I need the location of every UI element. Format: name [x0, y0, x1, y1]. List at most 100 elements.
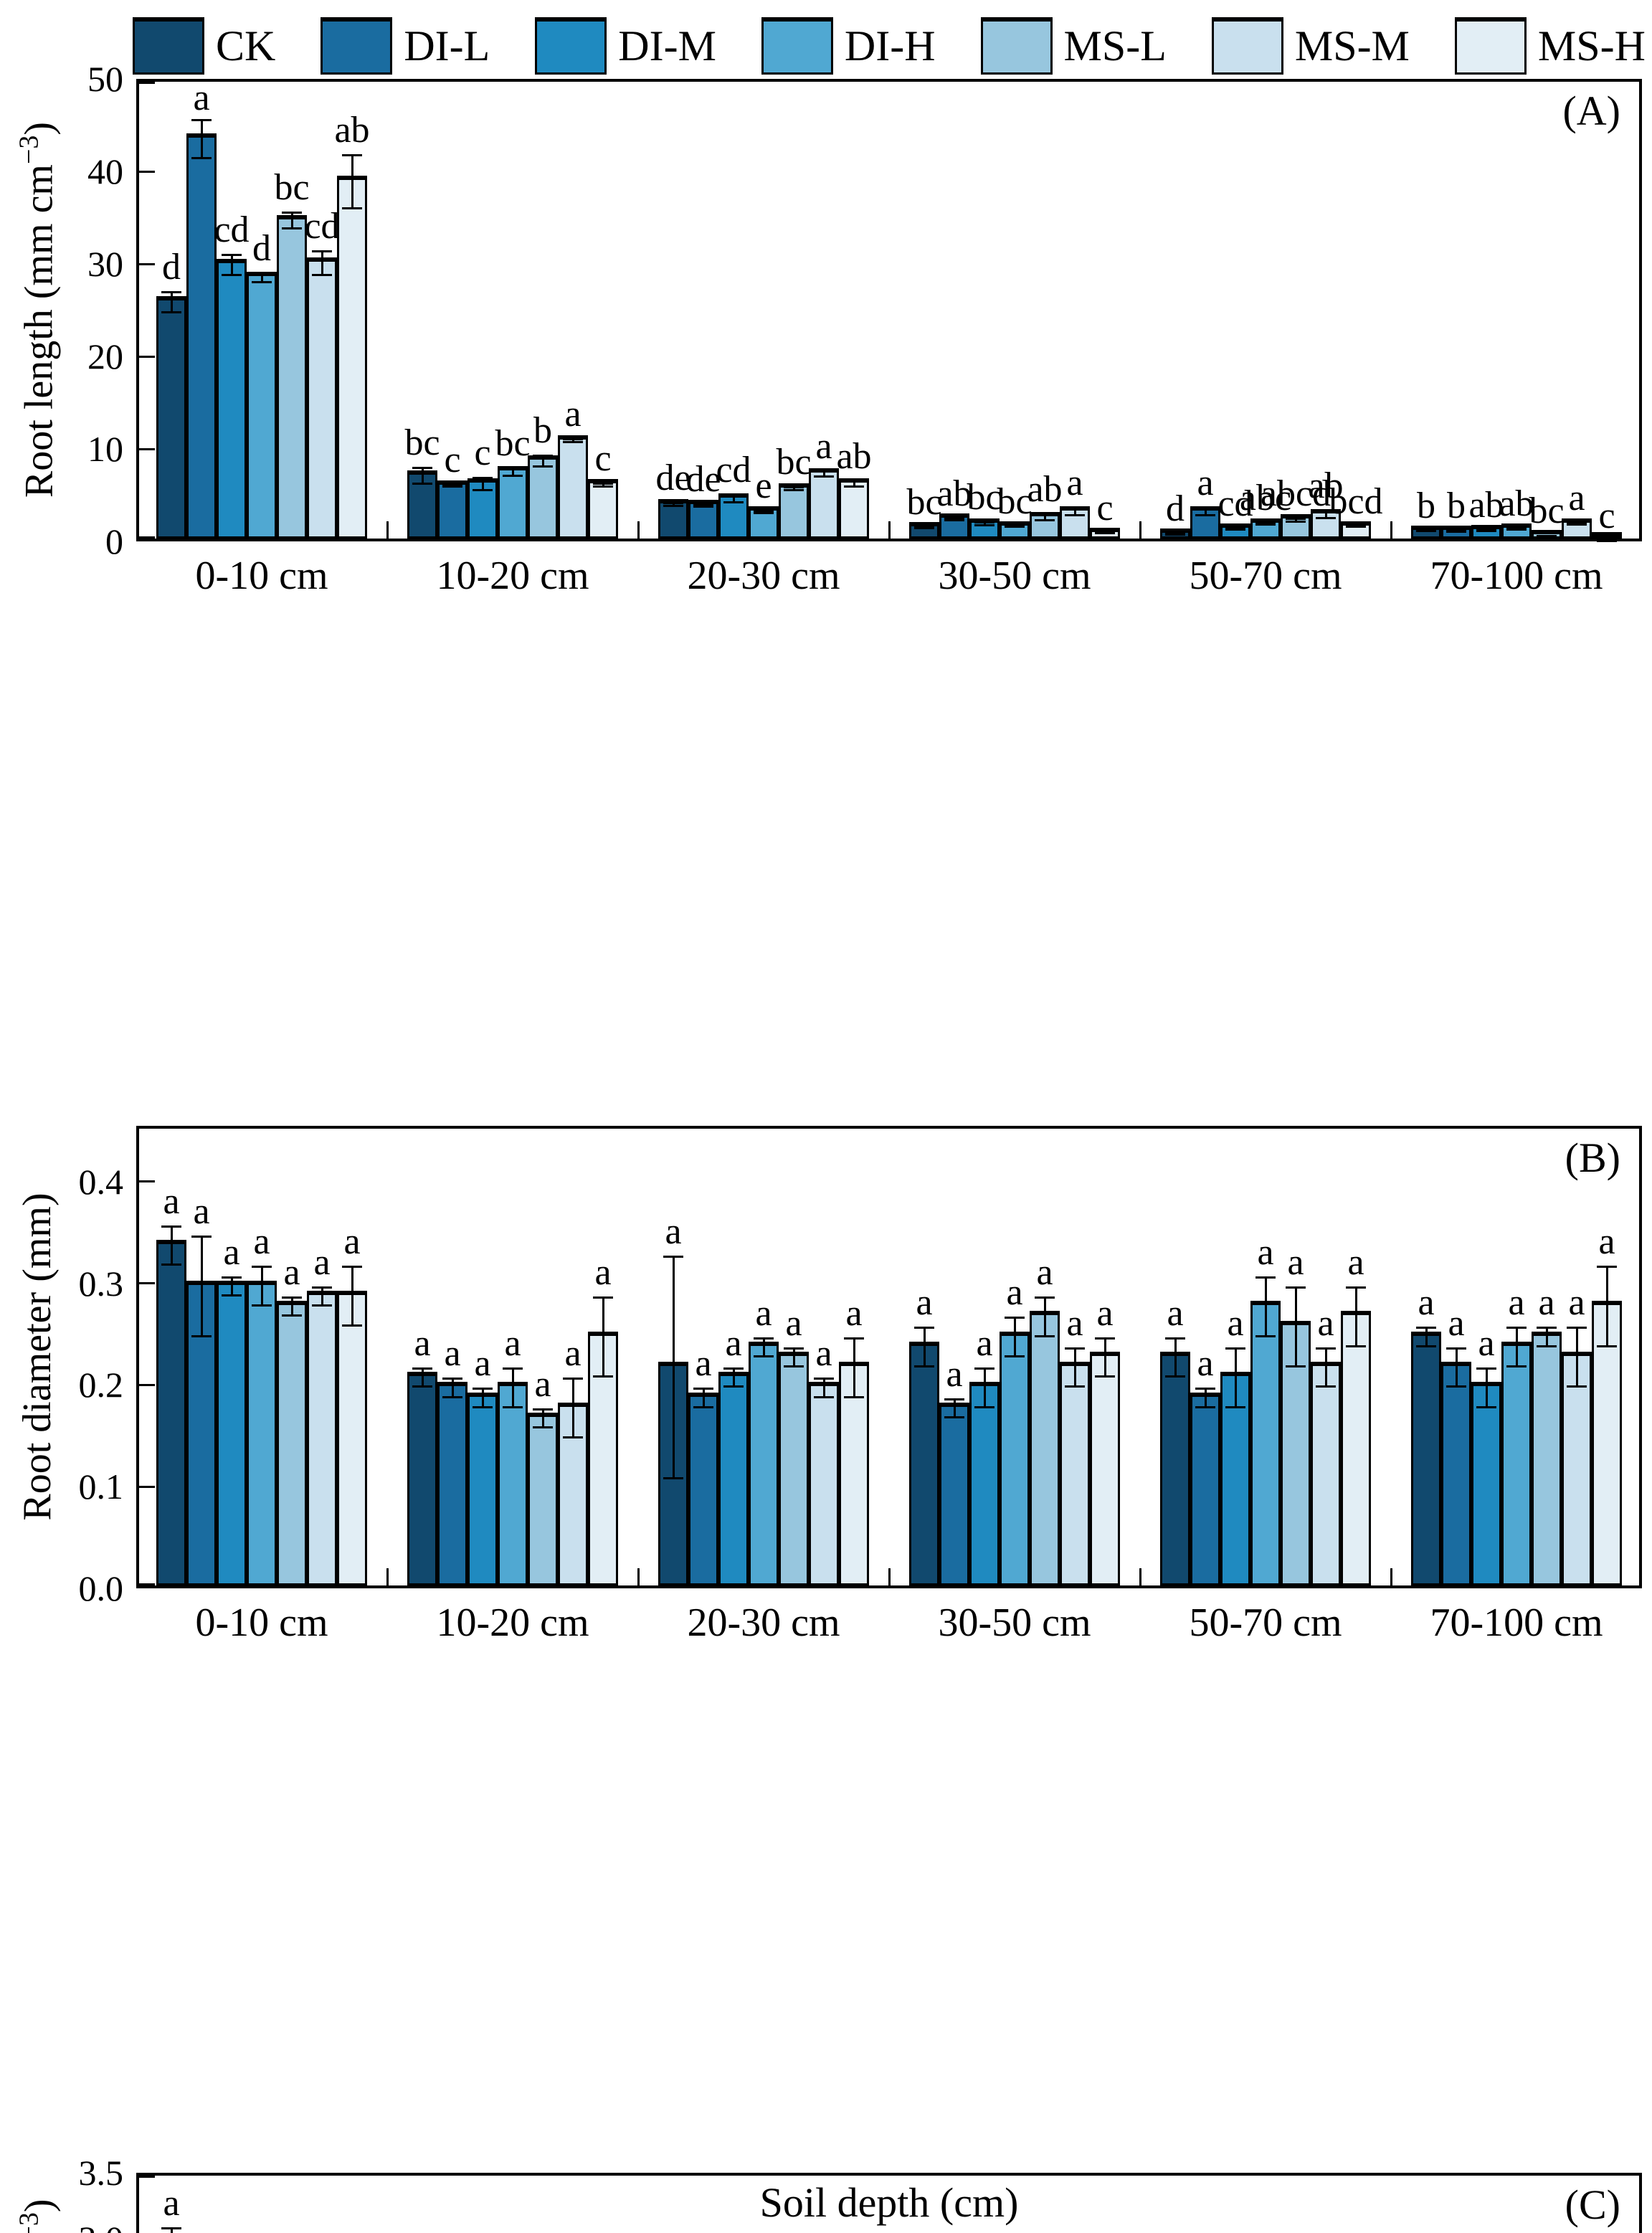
error-bar: [1294, 1286, 1297, 1368]
ytick-mark: [139, 1583, 155, 1585]
plot-area: abbbbbbbbbbbabbccabababaabcbccabcaabcaaa…: [136, 2173, 1642, 2233]
error-bar-cap-bottom: [1195, 1405, 1215, 1408]
error-bar-cap-top: [784, 1347, 804, 1350]
error-bar-cap-bottom: [914, 526, 934, 529]
error-bar-cap-bottom: [191, 1334, 212, 1337]
bar-DI-M: [1220, 523, 1250, 539]
sig-letter: cd: [304, 205, 340, 247]
x-category-label: 50-70 cm: [1189, 1601, 1342, 1645]
error-bar-cap-bottom: [442, 485, 462, 488]
sig-letter: bc: [967, 477, 1002, 518]
x-category-label: 30-50 cm: [938, 554, 1091, 598]
ytick-label: 3.0: [36, 2221, 124, 2233]
bar-MS-L: [1532, 1331, 1562, 1585]
error-bar: [511, 1367, 514, 1408]
legend-item-ms-l: MS-L: [980, 17, 1167, 75]
bar-MS-L: [528, 455, 558, 539]
error-bar-cap-top: [312, 250, 332, 252]
error-bar-cap-top: [1255, 1276, 1276, 1279]
xtick-mark: [386, 1568, 389, 1585]
error-bar-cap-bottom: [593, 1375, 613, 1378]
error-bar-cap-bottom: [1165, 1375, 1185, 1378]
error-bar-cap-top: [1476, 1367, 1496, 1370]
bar-group-0-10cm: d a cd d bc cd ab: [139, 79, 390, 539]
x-axis-title: Soil depth (cm): [759, 2179, 1019, 2226]
error-bar-cap-top: [693, 503, 713, 506]
error-bar: [983, 1367, 986, 1408]
legend-item-ms-h: MS-H: [1454, 17, 1646, 75]
legend-swatch-icon: [761, 17, 833, 75]
x-category-label: 50-70 cm: [1189, 554, 1342, 598]
bar-DI-M: [467, 1392, 498, 1585]
ytick-label: 3.5: [78, 2153, 124, 2193]
error-bar-cap-bottom: [191, 157, 212, 160]
error-bar-cap-top: [412, 1367, 432, 1370]
error-bar: [571, 1378, 574, 1439]
error-bar-cap-top: [1346, 1286, 1366, 1289]
error-bar-cap-bottom: [663, 505, 683, 508]
error-bar: [170, 1225, 173, 1266]
error-bar-cap-bottom: [503, 474, 523, 477]
x-category-label: 20-30 cm: [687, 1601, 840, 1645]
bar-MS-L: [779, 1351, 809, 1585]
sig-letter: d: [252, 227, 271, 269]
panel-a: Root length (mm cm−3) d a cd d bc cd ab bc c c bc b a…: [0, 61, 1652, 602]
sig-letter: a: [946, 1353, 963, 1395]
sig-letter: a: [1036, 1251, 1053, 1293]
bar-DI-L: [1190, 1392, 1220, 1585]
sig-letter: a: [1478, 1323, 1495, 1365]
bar-group-20-30cm: de de cd e bc a ab: [641, 82, 892, 539]
ytick-label: 0: [105, 521, 123, 561]
bar-MS-M: [1562, 518, 1592, 539]
sig-letter: a: [223, 1231, 240, 1273]
error-bar-cap-bottom: [412, 1385, 432, 1388]
sig-letter: a: [1347, 1241, 1364, 1283]
error-bar: [792, 486, 795, 491]
error-bar-cap-bottom: [252, 281, 272, 284]
x-category-label: 20-30 cm: [687, 554, 840, 598]
bar-DI-L: [688, 1392, 718, 1585]
error-bar-cap-top: [844, 480, 864, 483]
error-bar: [983, 521, 986, 526]
legend-item-di-m: DI-M: [535, 17, 716, 75]
error-bar-cap-top: [473, 1388, 493, 1390]
error-bar: [953, 1398, 956, 1418]
error-bar-cap-top: [252, 1266, 272, 1269]
legend-label: DI-L: [404, 22, 490, 70]
sig-letter: ab: [836, 435, 872, 477]
bar-MS-H: [1090, 1351, 1120, 1585]
bar-DI-H: [1000, 521, 1030, 539]
error-bar-cap-top: [1506, 1327, 1527, 1329]
error-bar: [822, 1378, 825, 1398]
ytick-label: 40: [87, 151, 123, 191]
error-bar: [1103, 1337, 1106, 1378]
sig-letter: ab: [334, 109, 370, 151]
error-bar-cap-bottom: [844, 1395, 864, 1398]
sig-letter: a: [534, 1363, 551, 1405]
error-bar-cap-bottom: [914, 1365, 934, 1368]
legend-label: DI-H: [844, 22, 936, 70]
legend-swatch-icon: [1454, 17, 1527, 75]
bar-group-10-20cm: bc c c bc b a c: [390, 82, 641, 539]
error-bar-cap-bottom: [1065, 1385, 1085, 1388]
bar-DI-H: [1000, 1331, 1030, 1585]
error-bar-cap-top: [974, 1367, 994, 1370]
sig-letter: b: [1447, 485, 1466, 526]
legend-item-di-h: DI-H: [761, 17, 936, 75]
bar-MS-L: [528, 1413, 558, 1585]
panel-letter: (C): [1565, 2181, 1620, 2228]
bar-DI-H: [1250, 1301, 1281, 1585]
sig-letter: a: [976, 1323, 993, 1365]
bar-DI-H: [247, 1280, 277, 1585]
legend-label: MS-H: [1537, 22, 1646, 70]
error-bar-cap-bottom: [1255, 523, 1276, 526]
error-bar-cap-top: [503, 1367, 523, 1370]
ytick-label: 30: [87, 244, 123, 284]
sig-letter: a: [725, 1323, 742, 1365]
bar-MS-M: [809, 1382, 839, 1585]
error-bar-cap-top: [1225, 1347, 1245, 1350]
error-bar-cap-bottom: [282, 1314, 302, 1317]
sig-letter: a: [1066, 463, 1083, 504]
error-bar-cap-top: [533, 1408, 553, 1411]
